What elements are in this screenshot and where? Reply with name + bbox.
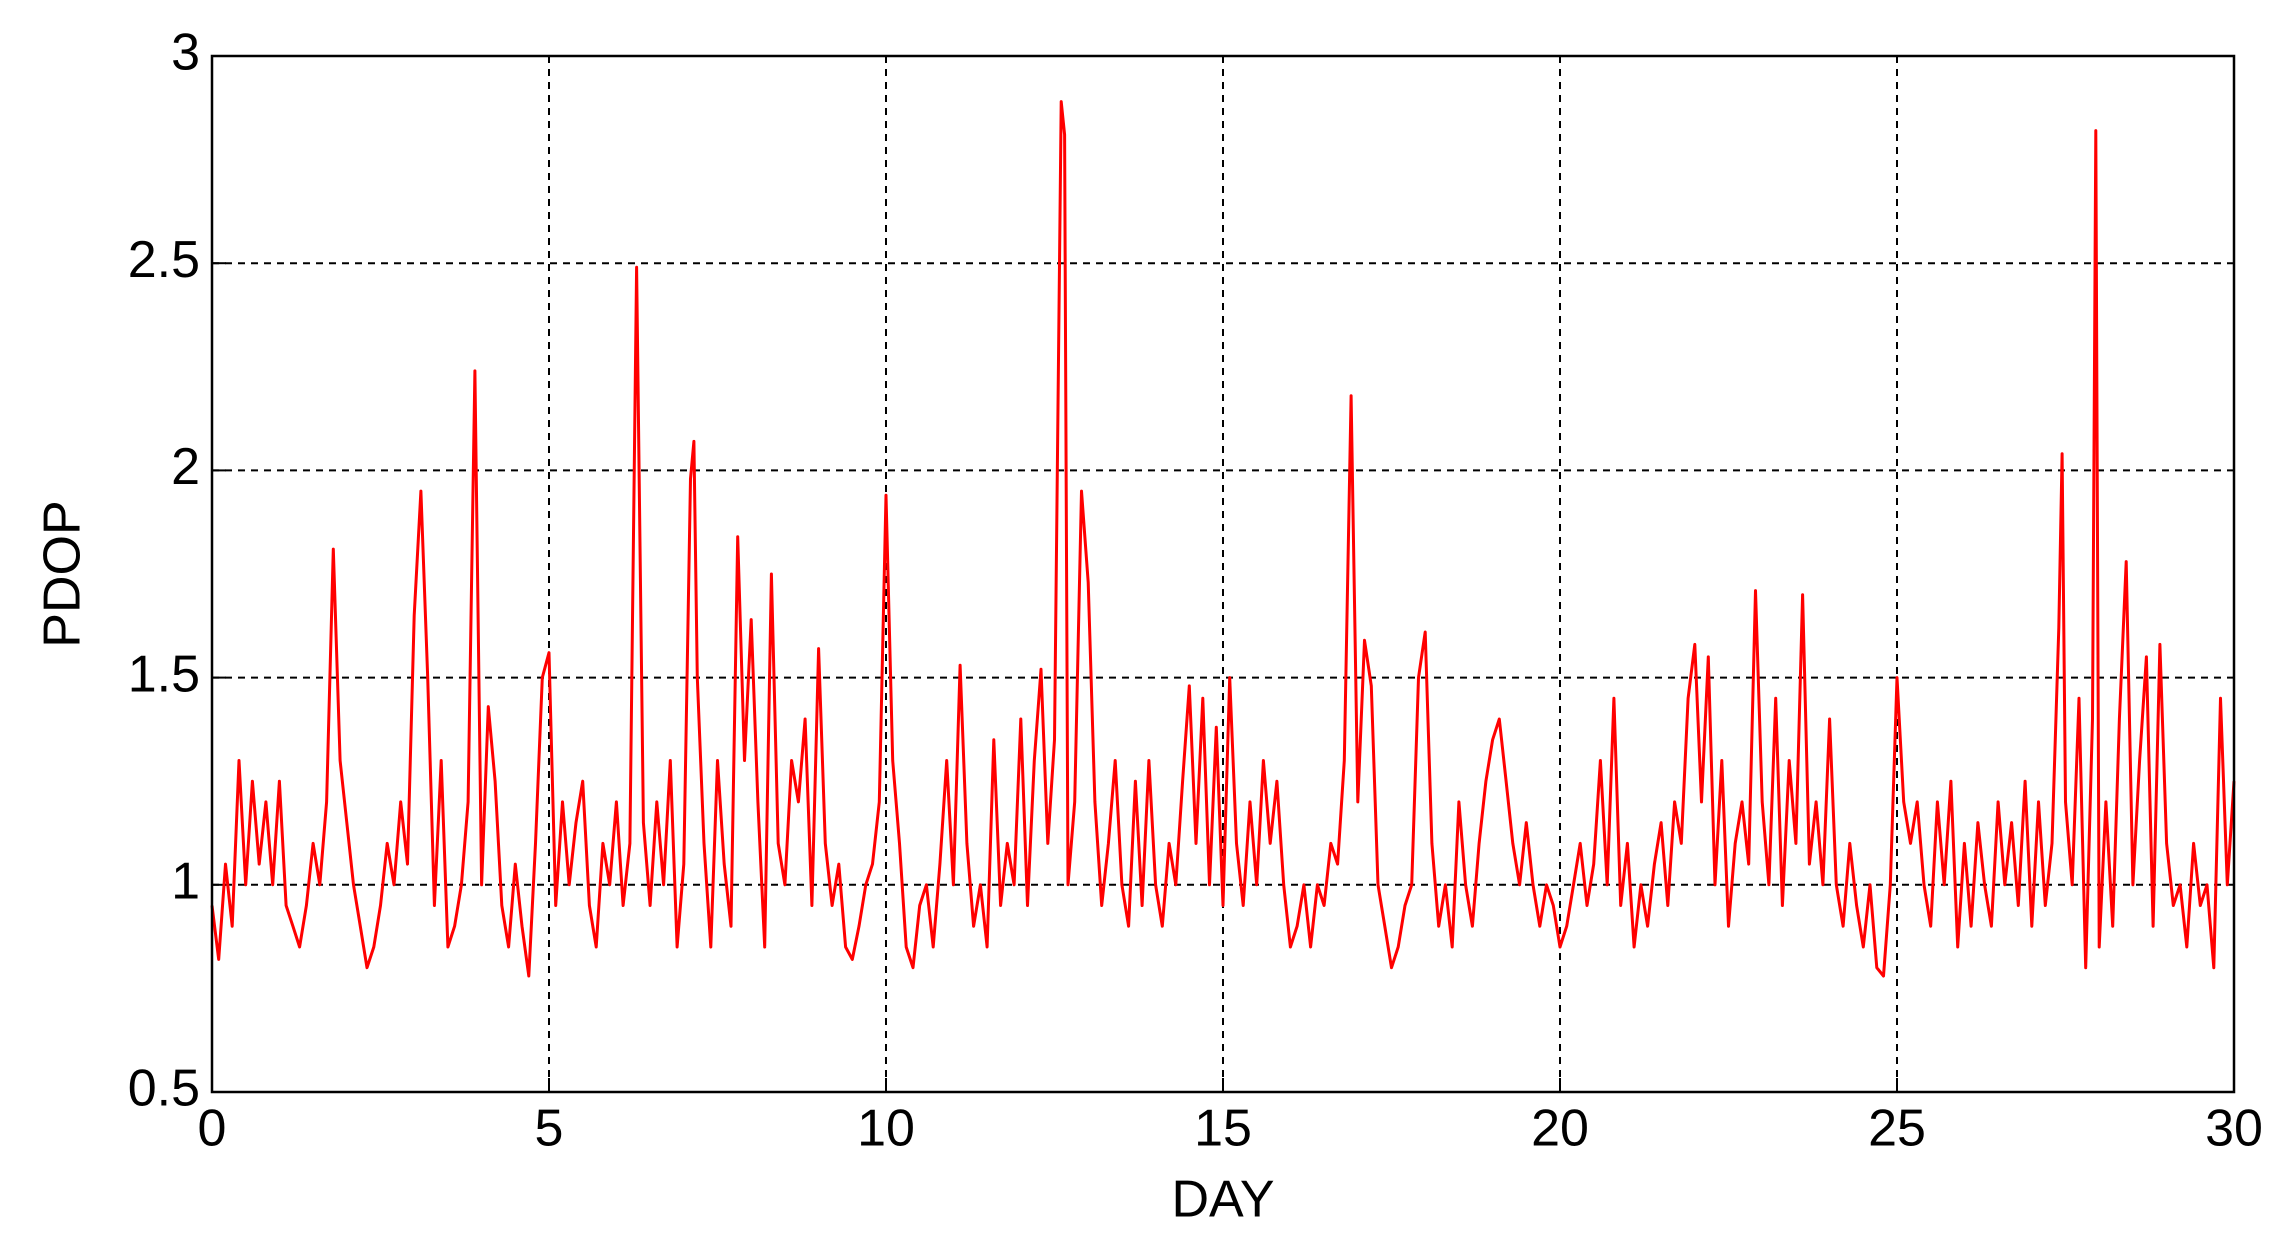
x-axis-label: DAY	[1171, 1171, 1274, 1229]
x-tick-label: 25	[1868, 1100, 1926, 1158]
axes-box	[210, 54, 2236, 1094]
y-tick-label: 2	[171, 438, 200, 496]
y-tick-label: 3	[171, 24, 200, 82]
data-line	[210, 100, 2236, 978]
x-tick-label: 15	[1194, 1100, 1252, 1158]
x-tick-label: 0	[198, 1100, 227, 1158]
x-tick-label: 20	[1531, 1100, 1589, 1158]
y-tick-label: 1	[171, 853, 200, 911]
y-tick-label: 2.5	[128, 231, 200, 289]
y-axis-label: PDOP	[34, 500, 92, 647]
x-tick-label: 30	[2205, 1100, 2263, 1158]
y-tick-label: 1.5	[128, 645, 200, 703]
y-tick-label: 0.5	[128, 1060, 200, 1118]
plot-area	[212, 56, 2234, 1092]
x-tick-label: 5	[535, 1100, 564, 1158]
x-tick-label: 10	[857, 1100, 915, 1158]
